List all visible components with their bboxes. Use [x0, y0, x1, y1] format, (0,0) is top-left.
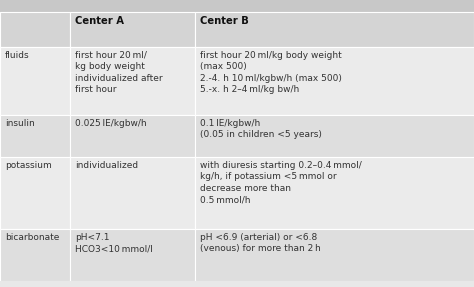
- Bar: [70, 157, 195, 229]
- Bar: [0, 115, 70, 157]
- Bar: [0, 281, 474, 287]
- Bar: [0, 12, 70, 47]
- Bar: [70, 115, 195, 157]
- Text: individualized: individualized: [75, 161, 138, 170]
- Bar: [70, 47, 195, 115]
- Bar: [70, 12, 195, 47]
- Text: bicarbonate: bicarbonate: [5, 233, 59, 242]
- Bar: [195, 47, 474, 115]
- Text: potassium: potassium: [5, 161, 52, 170]
- Text: first hour 20 ml/kg body weight
(max 500)
2.-4. h 10 ml/kgbw/h (max 500)
5.-x. h: first hour 20 ml/kg body weight (max 500…: [200, 51, 342, 94]
- Text: insulin: insulin: [5, 119, 35, 128]
- Bar: [0, 157, 70, 229]
- Bar: [195, 115, 474, 157]
- Text: fluids: fluids: [5, 51, 29, 60]
- Bar: [0, 0, 474, 12]
- Bar: [195, 157, 474, 229]
- Text: first hour 20 ml/
kg body weight
individualized after
first hour: first hour 20 ml/ kg body weight individ…: [75, 51, 163, 94]
- Bar: [70, 229, 195, 281]
- Text: pH <6.9 (arterial) or <6.8
(venous) for more than 2 h: pH <6.9 (arterial) or <6.8 (venous) for …: [200, 233, 321, 253]
- Bar: [0, 47, 70, 115]
- Bar: [195, 12, 474, 47]
- Bar: [0, 229, 70, 281]
- Text: Center A: Center A: [75, 16, 124, 26]
- Text: Center B: Center B: [200, 16, 249, 26]
- Bar: [195, 229, 474, 281]
- Text: pH<7.1
HCO3<10 mmol/l: pH<7.1 HCO3<10 mmol/l: [75, 233, 153, 253]
- Text: 0.025 IE/kgbw/h: 0.025 IE/kgbw/h: [75, 119, 146, 128]
- Text: 0.1 IE/kgbw/h
(0.05 in children <5 years): 0.1 IE/kgbw/h (0.05 in children <5 years…: [200, 119, 322, 139]
- Text: with diuresis starting 0.2–0.4 mmol/
kg/h, if potassium <5 mmol or
decrease more: with diuresis starting 0.2–0.4 mmol/ kg/…: [200, 161, 362, 204]
